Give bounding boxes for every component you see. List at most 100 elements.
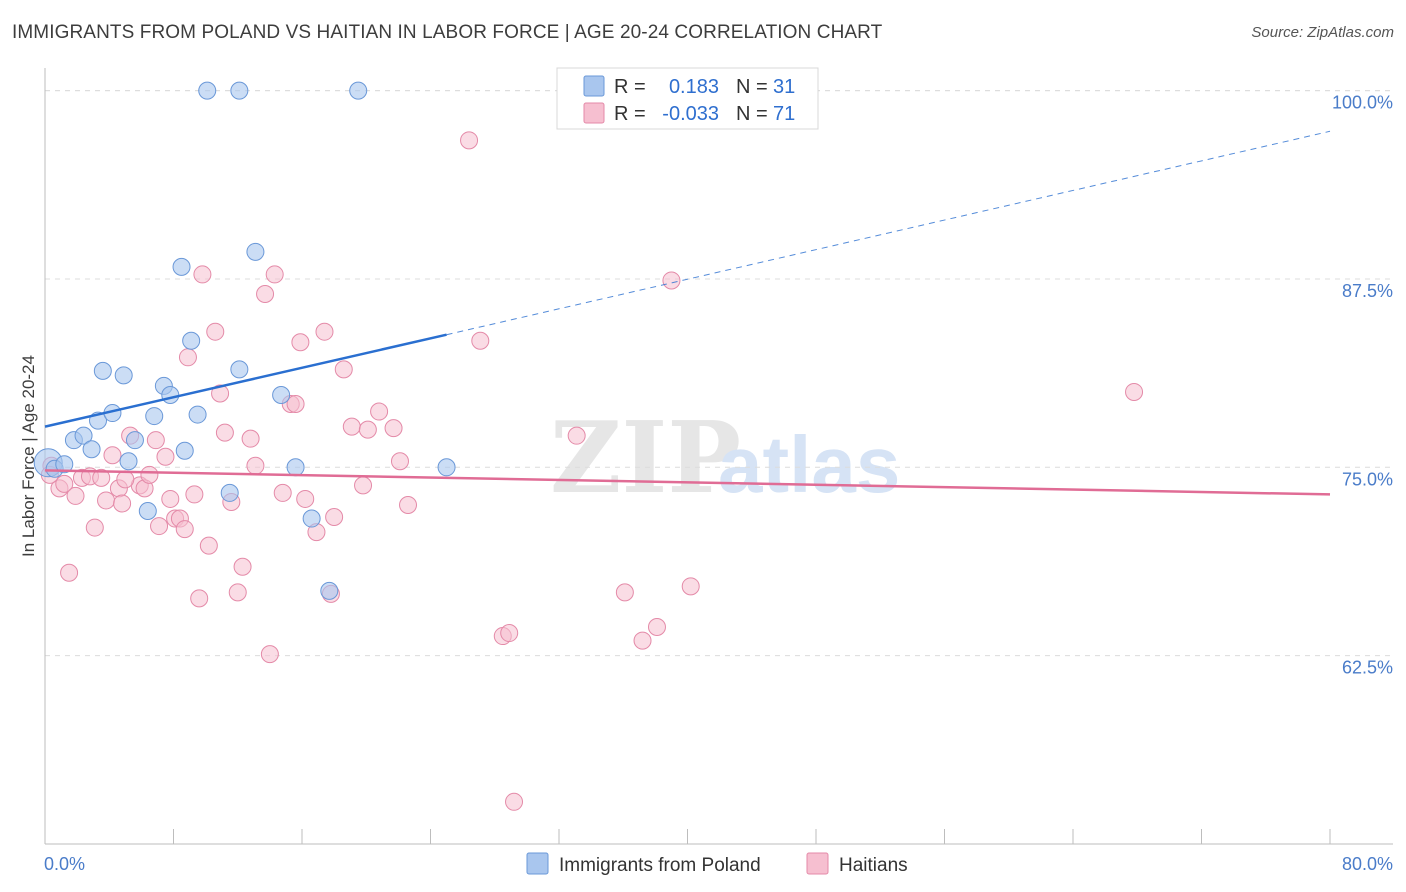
source-label: Source: <box>1251 24 1304 41</box>
haitians-point <box>66 486 85 505</box>
haitians-point <box>190 589 209 608</box>
haitians-point <box>633 631 652 650</box>
haitians-point <box>150 517 169 536</box>
watermark-atlas: atlas <box>718 420 900 509</box>
legend-label-haitians: Haitians <box>839 855 908 876</box>
haiti-r-label: R = <box>614 103 646 125</box>
haitians-point <box>215 423 234 442</box>
poland-point <box>437 458 456 477</box>
poland-point <box>320 581 339 600</box>
poland-point <box>175 441 194 460</box>
poland-point <box>198 81 217 100</box>
haitians-point <box>296 489 315 508</box>
haitians-point <box>334 360 353 379</box>
haitians-point <box>1125 382 1144 401</box>
haitians-point <box>384 419 403 438</box>
haitians-point <box>175 520 194 539</box>
haitians-point <box>615 583 634 602</box>
poland-point <box>302 509 321 528</box>
poland-point <box>161 385 180 404</box>
poland-point <box>220 483 239 502</box>
poland-point <box>246 242 265 261</box>
haitians-point <box>185 485 204 504</box>
y-tick-label: 62.5% <box>1342 658 1393 678</box>
poland-point <box>230 81 249 100</box>
haitians-point <box>97 491 116 510</box>
haiti-legend-swatch <box>583 102 605 124</box>
haitians-point <box>460 131 479 150</box>
poland-n-label: N = <box>736 76 768 98</box>
trend-lines <box>44 130 1331 496</box>
y-tick-labels: 62.5% 75.0% 87.5% 100.0% <box>1332 93 1393 678</box>
haitians-point <box>92 468 111 487</box>
poland-n-value: 31 <box>773 76 795 98</box>
haitians-point <box>241 429 260 448</box>
poland-point <box>93 361 112 380</box>
haitians-point <box>260 645 279 664</box>
poland-point <box>55 455 74 474</box>
poland-point <box>188 405 207 424</box>
poland-point <box>230 360 249 379</box>
haitians-point <box>471 331 490 350</box>
poland-r-value: 0.183 <box>669 76 719 98</box>
chart-title: IMMIGRANTS FROM POLAND VS HAITIAN IN LAB… <box>12 22 883 43</box>
haitians-point <box>390 452 409 471</box>
poland-points <box>33 81 456 600</box>
x-ticks <box>44 829 1331 844</box>
y-tick-label: 75.0% <box>1342 469 1393 489</box>
poland-point <box>125 431 144 450</box>
poland-point <box>82 440 101 459</box>
haitians-point <box>161 489 180 508</box>
poland-point <box>114 366 133 385</box>
haitians-point <box>256 285 275 304</box>
haitians-point <box>55 474 74 493</box>
legend-label-poland: Immigrants from Poland <box>559 855 761 876</box>
source-value: ZipAtlas.com <box>1307 24 1394 41</box>
haitians-point <box>265 265 284 284</box>
y-tick-label: 100.0% <box>1332 93 1393 113</box>
poland-point <box>286 458 305 477</box>
legend-swatch-haitians <box>806 852 829 875</box>
haitians-point <box>681 577 700 596</box>
series-legend: Immigrants from Poland Haitians <box>526 852 908 876</box>
poland-point <box>182 331 201 350</box>
haitians-point <box>140 465 159 484</box>
haitians-point <box>315 322 334 341</box>
haitians-point <box>233 557 252 576</box>
source-credit: Source: ZipAtlas.com <box>1251 24 1394 41</box>
haitians-point <box>358 420 377 439</box>
haitians-point <box>500 624 519 643</box>
haitians-point <box>286 395 305 414</box>
poland-point <box>349 81 368 100</box>
haitians-point <box>85 518 104 537</box>
poland-point <box>138 501 157 520</box>
haitians-point <box>567 426 586 445</box>
haitians-point <box>116 470 135 489</box>
haitians-point <box>647 618 666 637</box>
poland-trend-line <box>44 333 447 428</box>
haitians-point <box>156 447 175 466</box>
poland-r-label: R = <box>614 76 646 98</box>
haitians-point <box>370 402 389 421</box>
haiti-n-label: N = <box>736 103 768 125</box>
watermark-zip: ZIP <box>550 401 741 516</box>
haitians-trend-line <box>44 469 1331 496</box>
haitians-point <box>103 446 122 465</box>
haitians-point <box>146 431 165 450</box>
x-tick-label-max: 80.0% <box>1342 854 1393 874</box>
haitians-point <box>193 265 212 284</box>
haitians-point <box>342 417 361 436</box>
haitians-point <box>206 322 225 341</box>
haitians-point <box>60 563 79 582</box>
haitians-point <box>399 495 418 514</box>
y-axis-label: In Labor Force | Age 20-24 <box>19 355 38 557</box>
haitians-point <box>113 494 132 513</box>
haitians-point <box>246 456 265 475</box>
haitians-point <box>273 483 292 502</box>
haitians-point <box>505 792 524 811</box>
haiti-r-value: -0.033 <box>662 103 719 125</box>
poland-point <box>119 452 138 471</box>
haitians-point <box>325 508 344 527</box>
poland-trend-extension <box>446 130 1331 336</box>
